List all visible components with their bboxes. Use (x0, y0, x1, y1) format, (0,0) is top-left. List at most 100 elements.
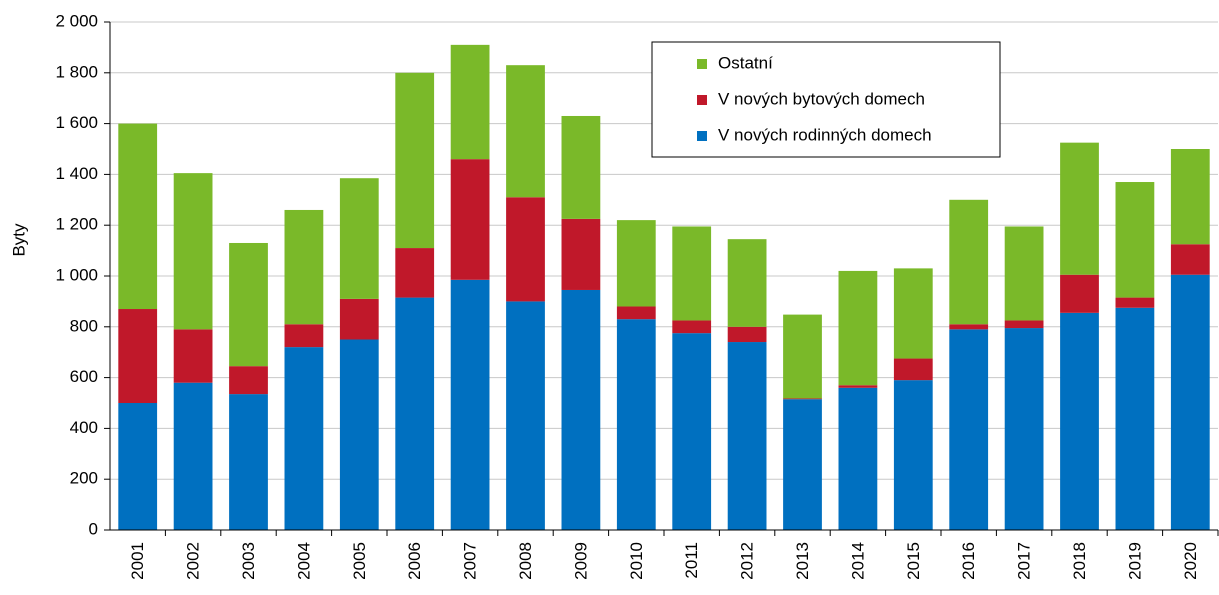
bar-segment (561, 218, 601, 290)
x-tick-label: 2007 (461, 542, 480, 580)
bar-segment (450, 279, 490, 530)
legend-swatch (697, 59, 707, 69)
bar-segment (1060, 142, 1099, 275)
bar-segment (949, 324, 989, 330)
bar-segment (838, 387, 878, 530)
y-tick-label: 400 (70, 418, 98, 437)
bar-segment (727, 326, 767, 343)
y-tick-label: 1 400 (55, 164, 98, 183)
bar-segment (1060, 274, 1099, 313)
bar-segment (284, 209, 324, 325)
bar-segment (893, 358, 933, 381)
x-tick-label: 2013 (793, 542, 812, 580)
bar-segment (450, 44, 490, 160)
x-tick-label: 2010 (627, 542, 646, 580)
bar-segment (616, 319, 656, 530)
bar-segment (672, 320, 712, 334)
bar-segment (229, 394, 268, 530)
x-tick-label: 2017 (1015, 542, 1034, 580)
bar-segment (1004, 320, 1044, 329)
x-tick-label: 2009 (571, 542, 590, 580)
bar-segment (118, 309, 158, 403)
bar-segment (616, 220, 656, 307)
bar-segment (1170, 274, 1210, 530)
bar-segment (284, 347, 324, 530)
bar-segment (783, 314, 822, 399)
bar-segment (616, 306, 656, 320)
y-tick-label: 600 (70, 367, 98, 386)
legend-swatch (697, 95, 707, 105)
x-tick-label: 2006 (405, 542, 424, 580)
x-tick-label: 2011 (682, 542, 701, 579)
bar-segment (173, 329, 213, 383)
bar-segment (949, 329, 989, 530)
bar-segment (1115, 307, 1155, 530)
bar-segment (1170, 244, 1210, 275)
bar-segment (1115, 297, 1155, 308)
bar-segment (229, 366, 268, 395)
y-tick-label: 1 000 (55, 265, 98, 284)
y-tick-label: 1 200 (55, 215, 98, 234)
bar-segment (506, 65, 545, 198)
bar-segment (1115, 182, 1155, 298)
bar-segment (1004, 226, 1044, 321)
y-tick-label: 200 (70, 469, 98, 488)
bar-segment (339, 298, 379, 340)
bar-segment (506, 301, 545, 530)
bar-segment (1170, 149, 1210, 245)
bar-segment (339, 339, 379, 530)
bar-segment (284, 324, 324, 348)
legend-label: V nových rodinných domech (718, 125, 932, 144)
legend-swatch (697, 131, 707, 141)
legend-label: V nových bytových domech (718, 89, 925, 108)
y-axis-label: Byty (9, 223, 28, 257)
bar-segment (229, 242, 268, 367)
bar-segment (1004, 328, 1044, 530)
bar-segment (672, 333, 712, 530)
bar-segment (395, 72, 435, 249)
bar-segment (949, 199, 989, 325)
bar-segment (783, 398, 822, 400)
bar-segment (561, 115, 601, 219)
bar-segment (783, 399, 822, 530)
x-tick-label: 2016 (959, 542, 978, 580)
x-tick-label: 2008 (516, 542, 535, 580)
x-tick-label: 2005 (350, 542, 369, 580)
bar-segment (1060, 312, 1099, 530)
x-tick-label: 2019 (1125, 542, 1144, 580)
bar-segment (395, 248, 435, 298)
y-tick-label: 0 (89, 519, 98, 538)
x-tick-label: 2012 (738, 542, 757, 580)
legend-label: Ostatní (718, 53, 773, 72)
bar-segment (173, 173, 213, 330)
y-tick-label: 1 800 (55, 62, 98, 81)
bar-segment (118, 123, 158, 310)
x-tick-label: 2004 (294, 542, 313, 580)
bar-segment (173, 382, 213, 530)
bar-segment (339, 178, 379, 299)
x-tick-label: 2001 (128, 542, 147, 580)
bar-segment (893, 380, 933, 530)
x-tick-label: 2014 (848, 542, 867, 580)
y-tick-label: 2 000 (55, 11, 98, 30)
bar-segment (561, 289, 601, 530)
bar-segment (893, 268, 933, 359)
y-tick-label: 1 600 (55, 113, 98, 132)
bar-segment (727, 239, 767, 327)
bar-segment (838, 385, 878, 388)
x-tick-label: 2020 (1181, 542, 1200, 580)
bar-segment (395, 297, 435, 530)
x-tick-label: 2002 (184, 542, 203, 580)
y-tick-label: 800 (70, 316, 98, 335)
bar-segment (118, 403, 158, 530)
bar-segment (506, 197, 545, 302)
x-tick-label: 2003 (239, 542, 258, 580)
bar-segment (450, 159, 490, 280)
bar-segment (727, 342, 767, 530)
bar-segment (672, 226, 712, 321)
x-tick-label: 2018 (1070, 542, 1089, 580)
legend-box (651, 41, 1001, 158)
bar-segment (838, 270, 878, 386)
x-tick-label: 2015 (904, 542, 923, 580)
